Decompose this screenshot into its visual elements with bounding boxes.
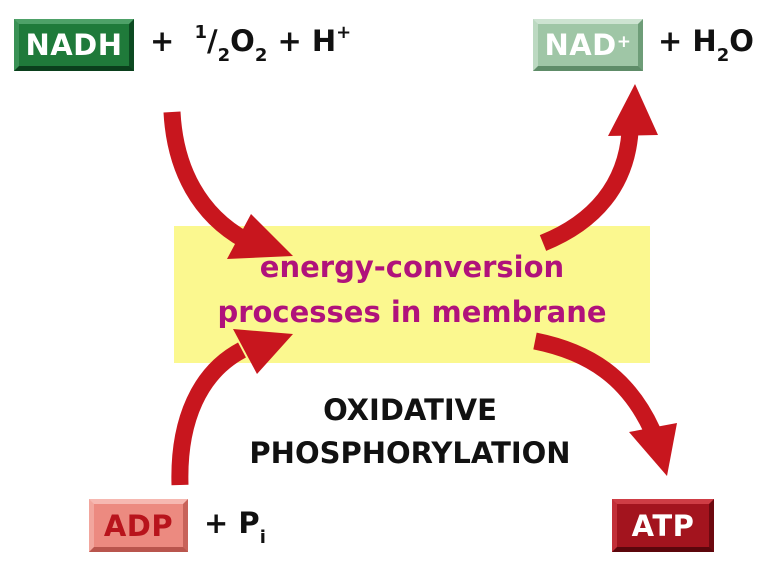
membrane-text-line1: energy-conversion bbox=[259, 250, 565, 284]
adp-label: ADP bbox=[103, 508, 174, 543]
arrowhead-nad bbox=[608, 84, 658, 136]
nad-box: NAD + bbox=[533, 19, 643, 71]
product-formula-top: + H2O bbox=[658, 24, 754, 66]
phosphate-subscript: i bbox=[259, 526, 266, 548]
arrow-membrane-to-atp bbox=[533, 332, 660, 434]
nadh-label: NADH bbox=[25, 28, 123, 62]
adp-box: ADP bbox=[89, 499, 188, 552]
arrow-adp-to-membrane bbox=[171, 342, 247, 486]
atp-label: ATP bbox=[631, 508, 695, 543]
hydrogen-symbol: H bbox=[311, 24, 337, 58]
reactant-formula-top: + 1/2O2 + H+ bbox=[150, 22, 352, 66]
plus-2: + bbox=[277, 24, 302, 58]
nad-charge: + bbox=[616, 32, 632, 52]
nadh-box: NADH bbox=[14, 19, 134, 71]
arrow-membrane-to-nad bbox=[539, 131, 639, 251]
nad-label: NAD bbox=[544, 28, 617, 62]
hydrogen-charge: + bbox=[336, 22, 352, 44]
water-subscript: 2 bbox=[716, 44, 730, 66]
half-numerator: 1 bbox=[194, 22, 208, 44]
reactant-formula-bottom: + Pi bbox=[204, 506, 266, 548]
process-title-line2: PHOSPHORYLATION bbox=[249, 436, 571, 470]
atp-box: ATP bbox=[612, 499, 714, 552]
arrowhead-atp bbox=[629, 423, 677, 476]
plus-1: + bbox=[150, 24, 175, 58]
plus-water: + bbox=[658, 24, 683, 58]
arrowhead-adp bbox=[233, 329, 293, 374]
arrow-nadh-to-membrane bbox=[163, 111, 250, 248]
water-o: O bbox=[729, 24, 754, 58]
arrowhead-nadh bbox=[227, 214, 293, 259]
half-slash: / bbox=[207, 24, 218, 58]
phosphate-symbol: P bbox=[238, 506, 260, 540]
plus-phosphate: + bbox=[204, 506, 229, 540]
half-denominator: 2 bbox=[217, 44, 231, 66]
membrane-text-line2: processes in membrane bbox=[217, 295, 607, 329]
water-h: H bbox=[692, 24, 717, 58]
oxygen-symbol: O bbox=[230, 24, 255, 58]
process-title-line1: OXIDATIVE bbox=[323, 393, 497, 427]
oxygen-subscript: 2 bbox=[254, 44, 268, 66]
